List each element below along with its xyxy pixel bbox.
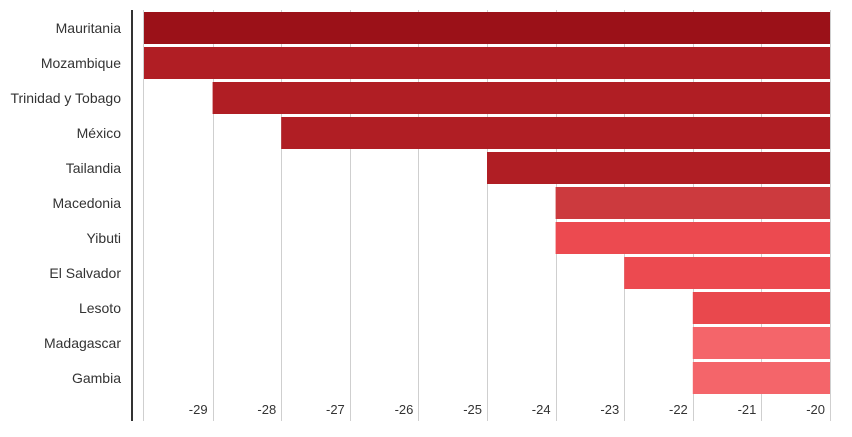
x-axis-ticks: -29 -28 -27 -26 -25 -24 -23 -22 -21 -20 bbox=[189, 402, 825, 417]
bar-mauritania bbox=[144, 12, 830, 44]
x-tick-label: -25 bbox=[463, 402, 482, 417]
bar-yibuti bbox=[555, 222, 830, 254]
bar-tailandia bbox=[487, 152, 830, 184]
bar-lesoto bbox=[692, 292, 830, 324]
category-label: Tailandia bbox=[66, 160, 121, 176]
bar-mozambique bbox=[144, 47, 830, 79]
bar-madagascar bbox=[692, 327, 830, 359]
bar-trinidad-y-tobago bbox=[212, 82, 831, 114]
bar-méxico bbox=[281, 117, 830, 149]
category-label: El Salvador bbox=[49, 265, 121, 281]
x-tick-label: -23 bbox=[600, 402, 619, 417]
category-label: Macedonia bbox=[53, 195, 122, 211]
x-tick-label: -28 bbox=[257, 402, 276, 417]
category-label: México bbox=[77, 125, 122, 141]
x-tick-label: -24 bbox=[532, 402, 551, 417]
category-label: Mozambique bbox=[41, 55, 121, 71]
category-label: Gambia bbox=[72, 370, 121, 386]
category-label: Madagascar bbox=[44, 335, 121, 351]
x-tick-label: -21 bbox=[738, 402, 757, 417]
x-tick-label: -27 bbox=[326, 402, 345, 417]
bar-el-salvador bbox=[624, 257, 830, 289]
bar-macedonia bbox=[555, 187, 830, 219]
x-tick-label: -20 bbox=[806, 402, 825, 417]
x-tick-label: -22 bbox=[669, 402, 688, 417]
category-label: Trinidad y Tobago bbox=[10, 90, 121, 106]
bars bbox=[144, 12, 831, 394]
category-label: Yibuti bbox=[86, 230, 121, 246]
category-label: Mauritania bbox=[56, 20, 122, 36]
bar-gambia bbox=[692, 362, 830, 394]
category-labels: Mauritania Mozambique Trinidad y Tobago Méx… bbox=[10, 20, 121, 386]
x-tick-label: -26 bbox=[395, 402, 414, 417]
x-tick-label: -29 bbox=[189, 402, 208, 417]
category-label: Lesoto bbox=[79, 300, 121, 316]
